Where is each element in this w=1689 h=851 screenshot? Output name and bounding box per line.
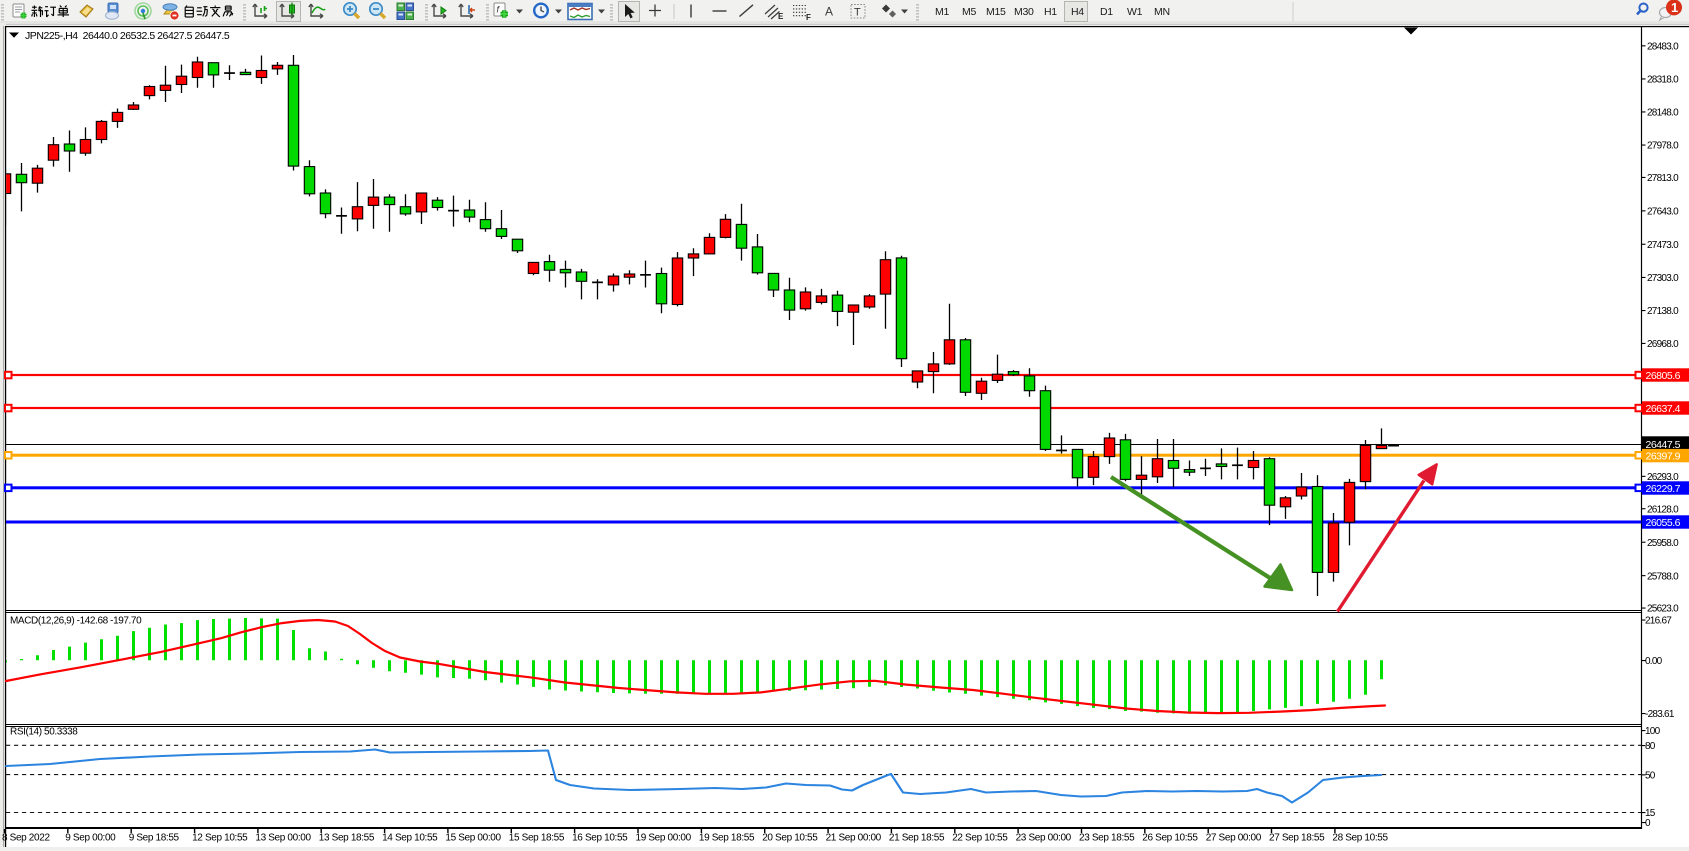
svg-text:216.67: 216.67 <box>1645 616 1672 627</box>
svg-text:26968.0: 26968.0 <box>1647 339 1679 350</box>
svg-text:26229.7: 26229.7 <box>1646 483 1681 495</box>
svg-text:M30: M30 <box>1014 6 1034 18</box>
svg-text:JPN225-,H4 26440.0 26532.5 26: JPN225-,H4 26440.0 26532.5 26427.5 26447… <box>25 30 230 42</box>
svg-text:26637.4: 26637.4 <box>1646 403 1681 415</box>
svg-text:W1: W1 <box>1127 6 1143 18</box>
svg-text:27473.0: 27473.0 <box>1647 240 1679 251</box>
svg-text:MACD(12,26,9) -142.68 -197.70: MACD(12,26,9) -142.68 -197.70 <box>10 616 142 627</box>
svg-text:M15: M15 <box>986 6 1006 18</box>
svg-text:15 Sep 00:00: 15 Sep 00:00 <box>445 833 501 844</box>
svg-text:26293.0: 26293.0 <box>1647 472 1679 483</box>
svg-text:28 Sep 10:55: 28 Sep 10:55 <box>1332 833 1388 844</box>
svg-text:25958.0: 25958.0 <box>1647 538 1679 549</box>
svg-text:MN: MN <box>1154 6 1170 18</box>
svg-text:28148.0: 28148.0 <box>1647 108 1679 119</box>
svg-text:21 Sep 18:55: 21 Sep 18:55 <box>889 833 945 844</box>
svg-text:M1: M1 <box>935 6 949 18</box>
svg-text:19 Sep 18:55: 19 Sep 18:55 <box>699 833 755 844</box>
svg-text:-283.61: -283.61 <box>1645 709 1675 720</box>
svg-text:27813.0: 27813.0 <box>1647 173 1679 184</box>
svg-text:100: 100 <box>1645 726 1661 737</box>
svg-text:26128.0: 26128.0 <box>1647 504 1679 515</box>
svg-text:28483.0: 28483.0 <box>1647 42 1679 53</box>
svg-text:13 Sep 18:55: 13 Sep 18:55 <box>319 833 375 844</box>
svg-text:15 Sep 18:55: 15 Sep 18:55 <box>509 833 565 844</box>
svg-text:8 Sep 2022: 8 Sep 2022 <box>2 833 50 844</box>
svg-text:26805.6: 26805.6 <box>1646 370 1681 382</box>
svg-text:16 Sep 10:55: 16 Sep 10:55 <box>572 833 628 844</box>
svg-text:1: 1 <box>1671 0 1678 15</box>
svg-text:RSI(14) 50.3338: RSI(14) 50.3338 <box>10 727 78 738</box>
svg-text:26 Sep 10:55: 26 Sep 10:55 <box>1142 833 1198 844</box>
svg-text:27643.0: 27643.0 <box>1647 207 1679 218</box>
svg-text:27978.0: 27978.0 <box>1647 141 1679 152</box>
svg-text:23 Sep 00:00: 23 Sep 00:00 <box>1016 833 1072 844</box>
svg-text:A: A <box>825 5 833 19</box>
svg-text:H4: H4 <box>1071 6 1084 18</box>
svg-text:E: E <box>778 12 784 21</box>
svg-text:9 Sep 18:55: 9 Sep 18:55 <box>129 833 180 844</box>
svg-text:28318.0: 28318.0 <box>1647 75 1679 86</box>
svg-text:26055.6: 26055.6 <box>1646 517 1681 529</box>
svg-text:27138.0: 27138.0 <box>1647 306 1679 317</box>
svg-text:21 Sep 00:00: 21 Sep 00:00 <box>826 833 882 844</box>
svg-text:f: f <box>497 5 501 15</box>
svg-text:15: 15 <box>1645 808 1656 819</box>
svg-text:M5: M5 <box>962 6 976 18</box>
svg-text:23 Sep 18:55: 23 Sep 18:55 <box>1079 833 1135 844</box>
svg-text:27 Sep 00:00: 27 Sep 00:00 <box>1206 833 1262 844</box>
svg-text:27303.0: 27303.0 <box>1647 273 1679 284</box>
svg-text:T: T <box>854 7 861 19</box>
svg-text:26447.5: 26447.5 <box>1646 439 1681 451</box>
svg-text:D1: D1 <box>1100 6 1113 18</box>
svg-text:19 Sep 00:00: 19 Sep 00:00 <box>636 833 692 844</box>
svg-text:25623.0: 25623.0 <box>1647 604 1679 615</box>
svg-text:22 Sep 10:55: 22 Sep 10:55 <box>952 833 1008 844</box>
svg-text:H1: H1 <box>1044 6 1057 18</box>
svg-text:14 Sep 10:55: 14 Sep 10:55 <box>382 833 438 844</box>
svg-text:0: 0 <box>1645 818 1651 829</box>
svg-text:20 Sep 10:55: 20 Sep 10:55 <box>762 833 818 844</box>
svg-text:27 Sep 18:55: 27 Sep 18:55 <box>1269 833 1325 844</box>
svg-text:25788.0: 25788.0 <box>1647 571 1679 582</box>
svg-text:0.00: 0.00 <box>1645 656 1663 667</box>
svg-text:80: 80 <box>1645 741 1656 752</box>
svg-text:12 Sep 10:55: 12 Sep 10:55 <box>192 833 248 844</box>
svg-text:26397.9: 26397.9 <box>1646 451 1681 463</box>
svg-text:9 Sep 00:00: 9 Sep 00:00 <box>65 833 116 844</box>
svg-text:F: F <box>806 13 811 22</box>
svg-text:50: 50 <box>1645 771 1656 782</box>
svg-text:13 Sep 00:00: 13 Sep 00:00 <box>255 833 311 844</box>
